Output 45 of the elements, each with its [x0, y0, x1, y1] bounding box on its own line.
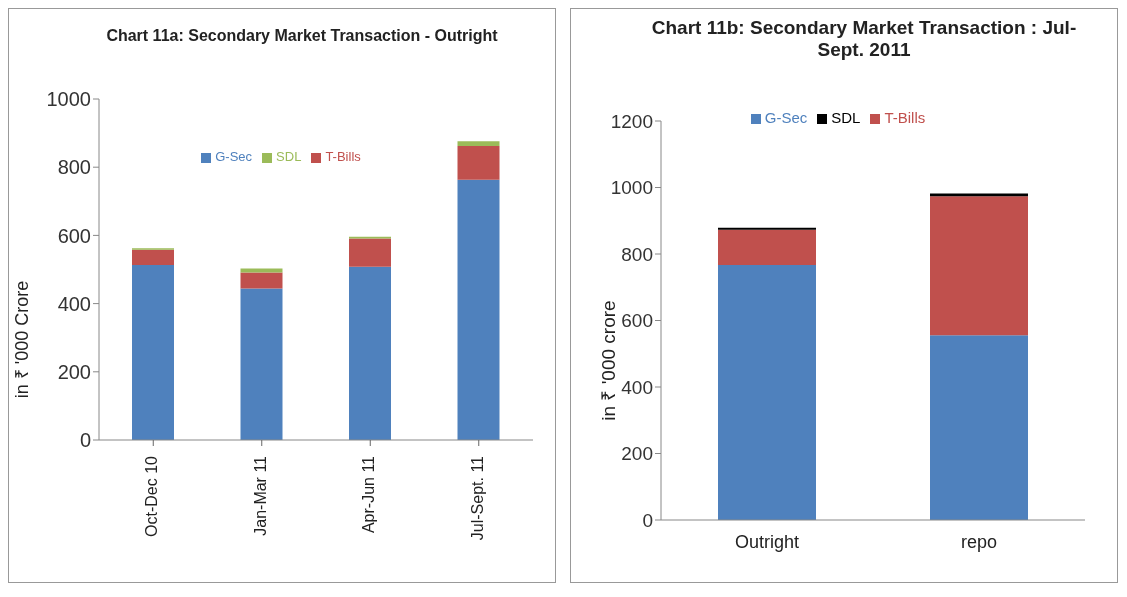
legend-label: SDL [276, 149, 302, 164]
bar [240, 268, 283, 273]
y-tick-label: 1000 [46, 88, 91, 111]
bar [132, 249, 174, 266]
legend-label: SDL [831, 109, 861, 126]
bar [349, 266, 391, 440]
y-tick-label: 600 [621, 310, 653, 332]
x-tick-label: Jan-Mar 11 [251, 455, 269, 536]
x-tick-label: Outright [734, 532, 800, 552]
y-tick-label: 1200 [610, 110, 653, 132]
y-axis-title: in ₹ '000 crore [597, 300, 619, 421]
x-tick-label: Jul-Sept. 11 [468, 455, 486, 541]
legend-label: G-Sec [215, 149, 253, 164]
bar [718, 229, 816, 265]
legend-label: T-Bills [884, 109, 926, 126]
y-tick-label: 400 [57, 292, 91, 315]
chart-title: Chart 11a: Secondary Market Transaction - Outright [105, 27, 499, 45]
y-tick-label: 0 [79, 429, 91, 452]
y-tick-label: 1000 [610, 177, 653, 199]
bar [718, 227, 816, 230]
y-tick-label: 600 [57, 224, 91, 247]
y-tick-label: 800 [57, 156, 91, 179]
y-tick-label: 800 [621, 243, 653, 265]
legend-label: T-Bills [325, 149, 361, 164]
legend-label: G-Sec [764, 109, 808, 126]
bar [930, 335, 1028, 520]
bar [349, 238, 391, 267]
x-tick-label: Oct-Dec 10 [143, 455, 161, 537]
x-tick-label: Apr-Jun 11 [360, 455, 378, 534]
y-tick-label: 0 [642, 509, 653, 531]
bar [718, 264, 816, 520]
chart-title: Chart 11b: Secondary Market Transaction : Jul-Sept. 2011 [650, 17, 1078, 61]
y-tick-label: 200 [57, 360, 91, 383]
bar [930, 196, 1028, 336]
bar [457, 141, 500, 147]
y-tick-label: 400 [621, 376, 653, 398]
bar [240, 272, 283, 289]
bar [457, 179, 500, 440]
y-axis-title: in ₹ '000 Crore [12, 280, 33, 399]
x-tick-label: repo [960, 532, 998, 552]
bar [930, 193, 1028, 197]
bar [457, 146, 500, 180]
y-tick-label: 200 [621, 443, 653, 465]
bar [132, 265, 174, 440]
bar [240, 288, 283, 440]
